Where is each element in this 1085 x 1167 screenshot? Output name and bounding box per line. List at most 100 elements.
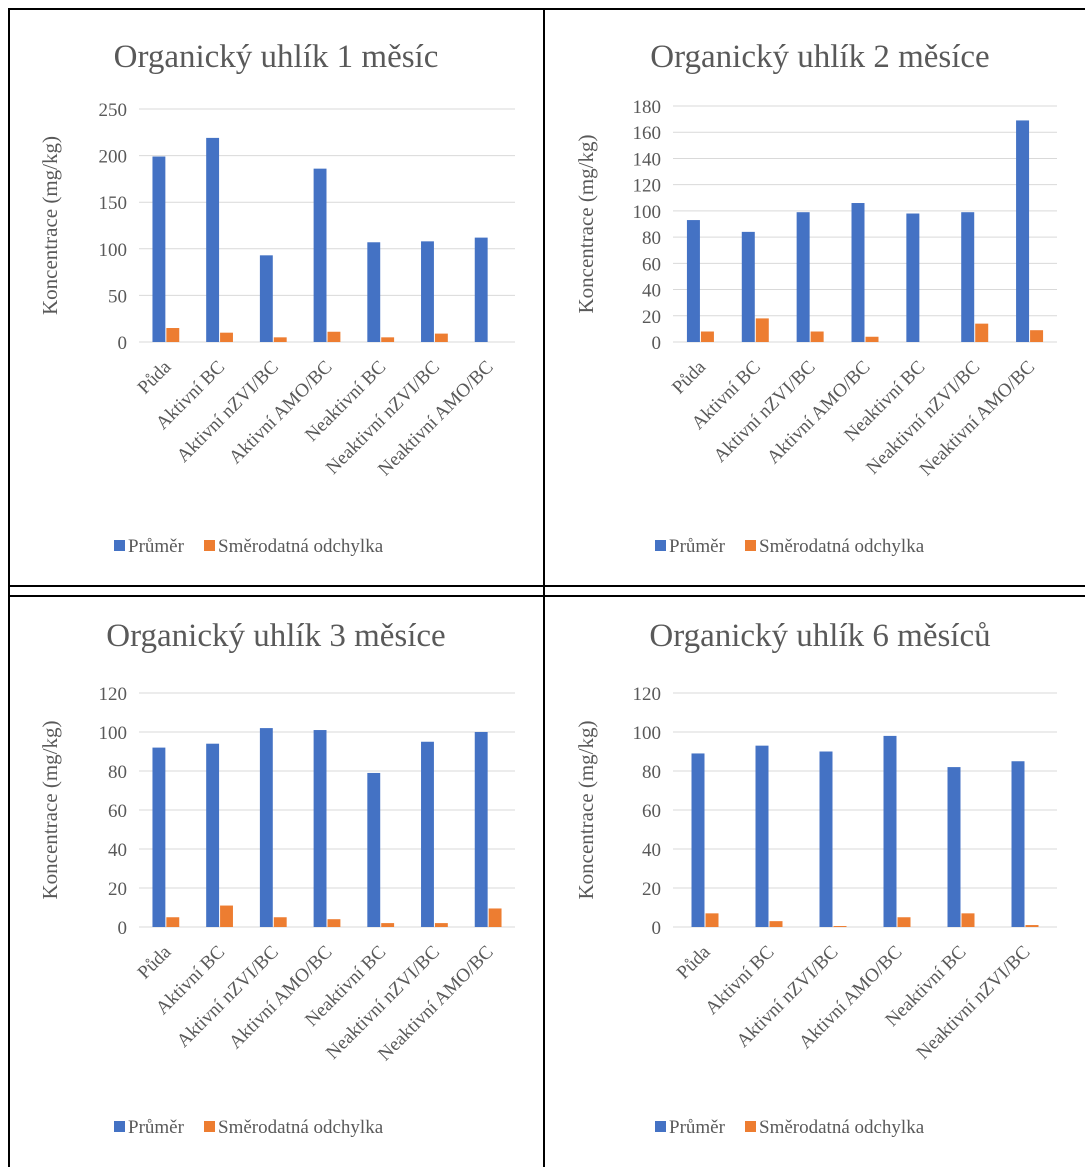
y-axis-label: Koncentrace (mg/kg) xyxy=(38,720,62,899)
bar-mean xyxy=(819,751,833,927)
bar-sd xyxy=(833,926,847,927)
y-tick-label: 80 xyxy=(108,762,127,783)
bar-sd xyxy=(897,917,911,927)
bar-sd xyxy=(961,913,975,927)
y-tick-label: 100 xyxy=(99,240,128,261)
y-axis-label: Koncentrace (mg/kg) xyxy=(574,720,598,899)
x-category-label: Aktivní nZVI/BC xyxy=(710,357,820,467)
y-tick-label: 50 xyxy=(108,286,127,307)
bar-mean xyxy=(686,220,700,342)
bar-mean xyxy=(152,156,166,342)
chart-svg-1: Organický uhlík 1 měsíc Koncentrace (mg/k… xyxy=(38,39,515,557)
y-tick-label: 20 xyxy=(642,307,661,328)
y-tick-label: 100 xyxy=(633,723,662,744)
y-tick-label: 0 xyxy=(652,333,662,354)
bar-sd xyxy=(705,913,719,927)
legend-swatch-mean xyxy=(114,540,125,551)
bar-sd xyxy=(755,318,769,342)
frame-left-border xyxy=(8,8,10,1167)
bar-sd xyxy=(865,336,879,342)
frame-middle-divider-top xyxy=(8,585,1085,587)
y-tick-label: 250 xyxy=(99,100,128,121)
y-tick-label: 20 xyxy=(108,879,127,900)
y-tick-label: 80 xyxy=(642,762,661,783)
y-tick-label: 100 xyxy=(99,723,128,744)
bar-mean xyxy=(313,168,327,342)
legend-swatch-sd xyxy=(204,540,215,551)
legend-label-sd: Směrodatná odchylka xyxy=(759,536,925,557)
bar-mean xyxy=(851,203,865,342)
bar-sd xyxy=(1030,330,1044,342)
legend-label-mean: Průměr xyxy=(128,536,185,557)
bar-mean xyxy=(421,741,434,927)
bar-mean xyxy=(796,212,810,342)
bar-sd xyxy=(810,331,824,342)
y-tick-label: 40 xyxy=(108,840,127,861)
legend-swatch-sd xyxy=(204,1121,215,1132)
y-tick-label: 180 xyxy=(633,97,662,118)
y-tick-label: 60 xyxy=(642,254,661,275)
legend-swatch-mean xyxy=(655,540,666,551)
bar-mean xyxy=(421,241,434,342)
bar-sd xyxy=(975,323,989,342)
chart-title: Organický uhlík 3 měsíce xyxy=(106,618,445,654)
legend-label-sd: Směrodatná odchylka xyxy=(759,1117,925,1138)
y-tick-label: 20 xyxy=(642,879,661,900)
bar-mean xyxy=(206,137,220,342)
chart-panel-1-month: Organický uhlík 1 měsíc Koncentrace (mg/k… xyxy=(9,9,543,585)
y-tick-label: 40 xyxy=(642,840,661,861)
bar-mean xyxy=(474,237,488,342)
y-tick-label: 0 xyxy=(118,333,128,354)
bar-sd xyxy=(273,337,287,342)
bar-mean xyxy=(691,753,705,927)
y-tick-label: 160 xyxy=(633,123,662,144)
bar-sd xyxy=(327,331,341,342)
legend-label-mean: Průměr xyxy=(669,1117,726,1138)
chart-panel-2-months: Organický uhlík 2 měsíce Koncentrace (mg/… xyxy=(545,9,1085,585)
y-tick-label: 40 xyxy=(642,281,661,302)
y-tick-label: 120 xyxy=(99,684,128,705)
chart-svg-3: Organický uhlík 3 měsíce Koncentrace (mg/… xyxy=(38,618,515,1138)
x-category-label: Půda xyxy=(134,356,176,398)
bar-sd xyxy=(381,337,395,342)
legend-label-sd: Směrodatná odchylka xyxy=(218,1117,384,1138)
chart-panel-6-months: Organický uhlík 6 měsíců Koncentrace (mg/… xyxy=(545,596,1085,1167)
y-tick-label: 0 xyxy=(118,918,128,939)
y-tick-label: 120 xyxy=(633,684,662,705)
bar-mean xyxy=(755,745,769,927)
bar-sd xyxy=(166,917,180,927)
x-category-label: Neaktivní nZVI/BC xyxy=(913,942,1035,1064)
y-axis-label: Koncentrace (mg/kg) xyxy=(38,136,62,315)
chart-svg-2: Organický uhlík 2 měsíce Koncentrace (mg/… xyxy=(574,39,1057,557)
bar-sd xyxy=(220,332,233,342)
y-tick-label: 60 xyxy=(642,801,661,822)
bar-sd xyxy=(220,905,233,927)
bar-sd xyxy=(488,908,502,927)
y-tick-label: 200 xyxy=(99,147,128,168)
bar-sd xyxy=(1025,925,1039,927)
bar-mean xyxy=(259,728,273,927)
y-tick-label: 0 xyxy=(652,918,662,939)
frame-center-divider xyxy=(543,8,545,1167)
bar-sd xyxy=(700,331,714,342)
legend-label-mean: Průměr xyxy=(128,1117,185,1138)
bar-mean xyxy=(961,212,975,342)
bar-mean xyxy=(313,730,327,927)
legend-label-mean: Průměr xyxy=(669,536,726,557)
y-tick-label: 140 xyxy=(633,149,662,170)
bar-mean xyxy=(152,747,166,927)
x-category-label: Půda xyxy=(673,941,715,983)
y-tick-label: 80 xyxy=(642,228,661,249)
bar-sd xyxy=(381,923,395,927)
chart-title: Organický uhlík 1 měsíc xyxy=(114,39,439,75)
y-tick-label: 60 xyxy=(108,801,127,822)
chart-title: Organický uhlík 2 měsíce xyxy=(650,39,989,75)
legend-swatch-mean xyxy=(655,1121,666,1132)
y-tick-label: 150 xyxy=(99,193,128,214)
bar-mean xyxy=(367,772,381,927)
bar-mean xyxy=(906,213,920,342)
x-category-label: Půda xyxy=(134,941,176,983)
x-category-label: Půda xyxy=(668,356,710,398)
bar-mean xyxy=(367,242,381,342)
bar-mean xyxy=(1011,761,1025,927)
